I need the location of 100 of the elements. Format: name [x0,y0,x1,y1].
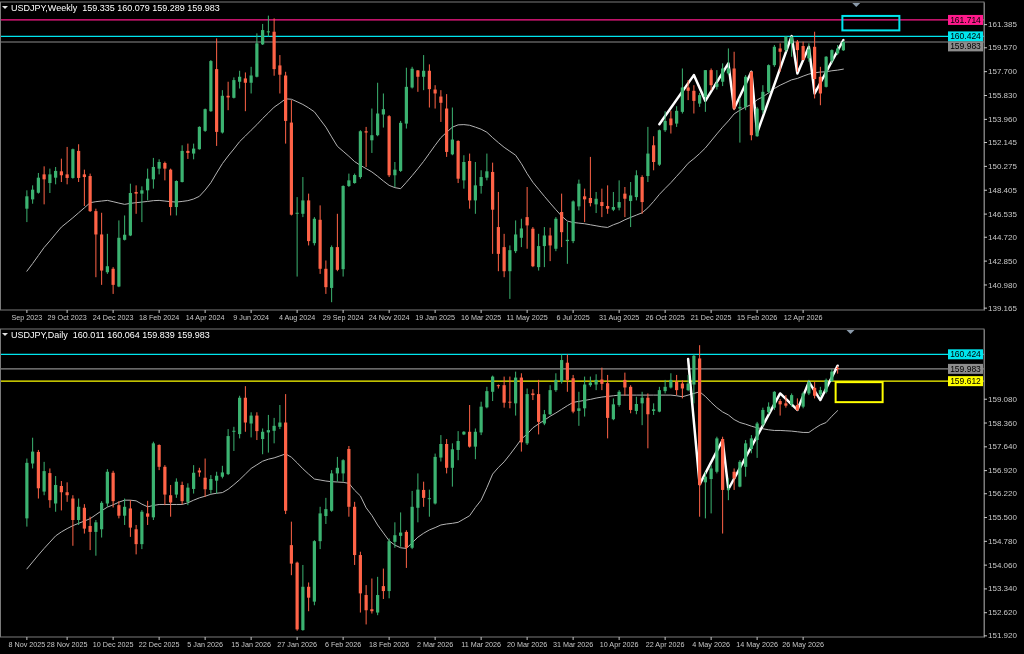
candlestick [31,437,35,469]
ref-line-label: 161.714 [950,14,982,25]
candlestick [169,484,173,518]
candlestick [485,386,489,409]
y-tick-label: 157.700 [988,67,1018,77]
candlestick [410,66,414,90]
candlestick [180,481,184,505]
candlestick [197,125,201,151]
candlestick [376,82,380,137]
candlestick [588,156,592,207]
candlestick [600,188,604,218]
candlestick [128,499,132,538]
candlestick [652,135,656,171]
candlestick [577,179,581,211]
candlestick [82,169,86,207]
candlestick [807,42,811,63]
candlestick [749,434,753,454]
candlestick [554,372,558,393]
candlestick [111,266,115,295]
y-tick-label: 153.960 [988,114,1018,124]
candlestick [784,394,788,409]
candlestick [761,407,765,428]
candlestick [629,181,633,228]
candlestick [778,42,782,73]
candlestick [272,417,276,444]
ref-line-label: 159.983 [950,41,982,52]
candlestick [560,193,564,248]
candlestick [646,126,650,183]
y-tick-label: 139.165 [988,303,1018,313]
candlestick [531,388,535,401]
candlestick [485,153,489,181]
candlestick [289,521,293,576]
candlestick [583,188,587,223]
y-tick-label: 158.360 [988,418,1018,428]
candlestick [324,260,328,295]
candlestick [59,158,63,183]
candlestick [583,376,587,418]
candlestick [65,481,69,503]
candlestick [629,384,633,414]
y-tick-label: 148.405 [988,185,1018,195]
candlestick [123,498,127,526]
candlestick [71,494,75,547]
candlestick [94,519,98,557]
candlestick [663,110,667,133]
candlestick [427,63,431,109]
candlestick [243,71,247,112]
candlestick [427,489,431,518]
candlestick [266,15,270,38]
candlestick [59,480,63,511]
candlestick [261,23,265,46]
candlestick [393,521,397,549]
candlestick [301,176,305,218]
candlestick [836,365,840,375]
candlestick [565,353,569,393]
candlestick [25,189,29,223]
candlestick [422,54,426,91]
candlestick [646,392,650,449]
candlestick [594,373,598,391]
candlestick [157,443,161,471]
candlestick [617,179,621,211]
candlestick [738,97,742,144]
candlestick [542,226,546,268]
candlestick [675,105,679,128]
candlestick [174,477,178,499]
candlestick [163,161,167,181]
candlestick [82,503,86,535]
candlestick [324,497,328,525]
candlestick [606,184,610,215]
candlestick [439,89,443,123]
y-tick-label: 157.640 [988,442,1018,452]
candlestick [772,44,776,68]
candlestick [134,524,138,555]
candlestick [726,47,730,76]
y-tick-label: 150.275 [988,161,1018,171]
candlestick [36,172,40,195]
candlestick [42,165,46,205]
candlestick [548,227,552,262]
candlestick [577,391,581,427]
candlestick [675,374,679,396]
candlestick [686,79,690,101]
chart-title: USDJPY,Daily 160.011 160.064 159.839 159.983 [11,330,210,340]
candlestick [456,430,460,461]
y-tick-label: 155.830 [988,91,1018,101]
candlestick [307,581,311,612]
y-tick-label: 155.500 [988,513,1018,523]
candlestick [146,500,150,526]
candlestick [249,66,253,94]
line-series [26,68,844,272]
candlestick [560,353,564,385]
ref-line-label: 159.612 [950,376,982,387]
candlestick [473,427,477,460]
candlestick [744,439,748,478]
candlestick [255,411,259,441]
y-tick-label: 142.850 [988,256,1018,266]
y-tick-label: 159.570 [988,43,1018,53]
candlestick [657,386,661,413]
candlestick [42,461,46,496]
y-tick-label: 152.145 [988,138,1018,148]
ref-line-label: 160.424 [950,31,982,42]
candlestick [209,474,213,495]
